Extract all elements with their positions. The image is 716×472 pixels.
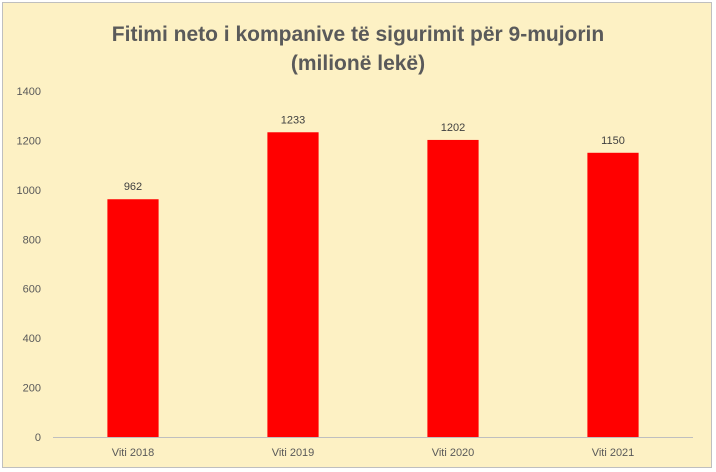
y-tick-label: 600 <box>23 284 41 296</box>
x-category-label: Viti 2021 <box>592 447 635 459</box>
x-category-label: Viti 2020 <box>432 447 475 459</box>
bar-chart: Fitimi neto i kompanive të sigurimit për… <box>17 23 693 459</box>
chart-title-line-1: Fitimi neto i kompanive të sigurimit për… <box>112 23 604 46</box>
x-category-label: Viti 2019 <box>272 447 315 459</box>
chart-title-line-2: (milionë lekë) <box>291 52 425 75</box>
data-label: 1202 <box>441 122 465 134</box>
y-tick-label: 800 <box>23 234 41 246</box>
chart-frame: Fitimi neto i kompanive të sigurimit për… <box>2 2 712 468</box>
bars: 962 1233 1202 1150 <box>107 114 639 438</box>
x-category-label: Viti 2018 <box>112 447 155 459</box>
y-tick-label: 0 <box>35 432 41 444</box>
bar <box>427 139 479 438</box>
bar <box>587 152 639 438</box>
data-label: 1233 <box>281 114 305 126</box>
y-tick-label: 1400 <box>17 86 41 98</box>
y-tick-label: 1200 <box>17 135 41 147</box>
y-axis: 0 200 400 600 800 1000 1200 1400 <box>17 86 41 444</box>
y-tick-label: 200 <box>23 383 41 395</box>
y-tick-label: 1000 <box>17 185 41 197</box>
data-label: 962 <box>124 181 142 193</box>
bar <box>107 199 159 437</box>
x-axis: Viti 2018 Viti 2019 Viti 2020 Viti 2021 <box>112 447 635 459</box>
y-tick-label: 400 <box>23 333 41 345</box>
bar <box>267 132 319 437</box>
data-label: 1150 <box>601 135 625 147</box>
